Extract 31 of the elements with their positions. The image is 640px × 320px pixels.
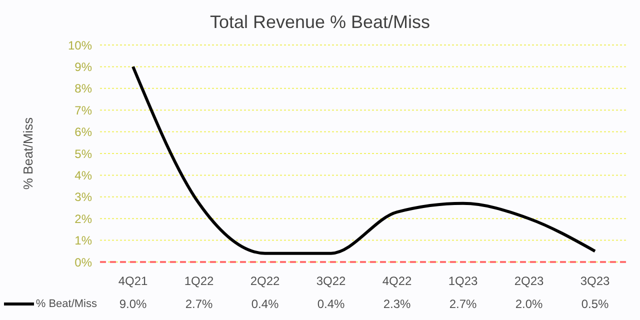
y-tick-label: 6%	[74, 125, 92, 140]
x-tick-label: 2Q22	[249, 273, 281, 290]
data-label: 2.3%	[382, 296, 412, 313]
y-tick-label: 2%	[74, 212, 92, 226]
y-tick-label: 10%	[68, 38, 92, 52]
y-tick-label: 7%	[74, 103, 92, 118]
x-tick-label: 2Q23	[513, 273, 545, 290]
legend-label: % Beat/Miss	[36, 298, 97, 310]
x-tick-label: 4Q22	[381, 273, 413, 290]
x-tick-label: 4Q21	[117, 273, 149, 290]
y-tick-label: 4%	[74, 168, 92, 182]
x-tick-label: 1Q22	[183, 273, 215, 290]
data-label: 2.7%	[448, 296, 478, 313]
data-label: 0.5%	[580, 296, 610, 313]
y-tick-label: 3%	[74, 190, 92, 204]
line-series	[132, 65, 596, 255]
x-tick-label: 1Q23	[447, 273, 479, 290]
data-label: 2.7%	[184, 296, 214, 313]
data-label: 9.0%	[118, 296, 148, 313]
x-tick-label: 3Q22	[315, 273, 347, 290]
y-axis-title: % Beat/Miss	[20, 116, 36, 190]
data-label: 2.0%	[514, 296, 544, 313]
data-label: 0.4%	[250, 296, 280, 313]
x-tick-label: 3Q23	[579, 273, 611, 290]
y-tick-label: 5%	[74, 146, 92, 161]
chart-title: Total Revenue % Beat/Miss	[208, 11, 432, 34]
y-tick-label: 0%	[74, 255, 92, 270]
y-tick-label: 9%	[74, 60, 92, 74]
y-tick-label: 1%	[74, 234, 92, 248]
y-tick-label: 8%	[74, 82, 92, 96]
data-label: 0.4%	[316, 296, 346, 313]
